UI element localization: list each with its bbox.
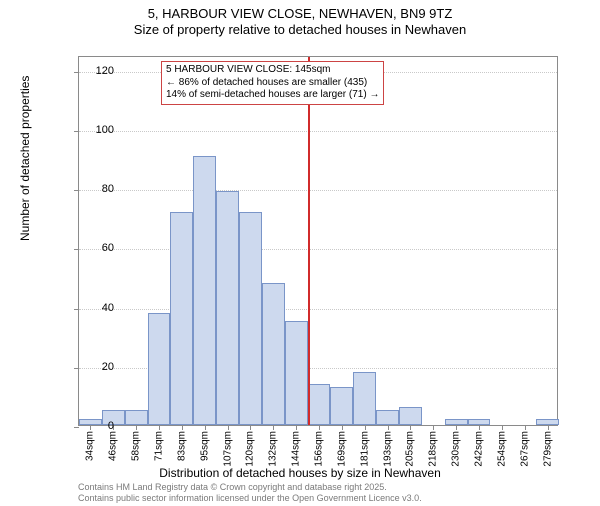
gridline-h <box>79 249 557 250</box>
y-axis-label: Number of detached properties <box>18 76 32 241</box>
xtick-label: 169sqm <box>336 431 347 467</box>
x-axis-label: Distribution of detached houses by size … <box>0 466 600 480</box>
gridline-h <box>79 131 557 132</box>
ytick-label: 40 <box>102 302 114 314</box>
gridline-h <box>79 190 557 191</box>
xtick-mark <box>456 425 457 430</box>
chart-footer: Contains HM Land Registry data © Crown c… <box>78 482 422 504</box>
xtick-label: 132sqm <box>268 431 279 467</box>
xtick-label: 242sqm <box>474 431 485 467</box>
ytick-label: 100 <box>96 124 114 136</box>
xtick-mark <box>342 425 343 430</box>
xtick-label: 230sqm <box>451 431 462 467</box>
annotation-line2: ← 86% of detached houses are smaller (43… <box>166 77 379 90</box>
histogram-bar <box>330 387 353 425</box>
xtick-mark <box>388 425 389 430</box>
xtick-label: 267sqm <box>519 431 530 467</box>
xtick-mark <box>159 425 160 430</box>
histogram-bar <box>399 407 422 425</box>
xtick-mark <box>319 425 320 430</box>
xtick-label: 279sqm <box>542 431 553 467</box>
xtick-mark <box>548 425 549 430</box>
xtick-mark <box>296 425 297 430</box>
histogram-bar <box>353 372 376 425</box>
ytick-label: 60 <box>102 242 114 254</box>
xtick-mark <box>502 425 503 430</box>
xtick-mark <box>525 425 526 430</box>
ytick-label: 0 <box>108 420 114 432</box>
xtick-mark <box>136 425 137 430</box>
ytick-label: 120 <box>96 65 114 77</box>
xtick-label: 107sqm <box>222 431 233 467</box>
chart-title-line2: Size of property relative to detached ho… <box>0 22 600 38</box>
xtick-mark <box>433 425 434 430</box>
ytick-mark <box>74 368 79 369</box>
histogram-bar <box>148 313 171 425</box>
xtick-label: 218sqm <box>428 431 439 467</box>
histogram-bar <box>125 410 148 425</box>
ytick-mark <box>74 72 79 73</box>
ytick-label: 80 <box>102 183 114 195</box>
plot-region: 34sqm46sqm58sqm71sqm83sqm95sqm107sqm120s… <box>78 56 558 426</box>
histogram-bar <box>308 384 331 425</box>
chart-title-block: 5, HARBOUR VIEW CLOSE, NEWHAVEN, BN9 9TZ… <box>0 6 600 39</box>
gridline-h <box>79 309 557 310</box>
xtick-label: 156sqm <box>314 431 325 467</box>
xtick-mark <box>365 425 366 430</box>
xtick-mark <box>90 425 91 430</box>
ytick-mark <box>74 190 79 191</box>
footer-line2: Contains public sector information licen… <box>78 493 422 504</box>
xtick-label: 254sqm <box>496 431 507 467</box>
xtick-label: 83sqm <box>176 431 187 461</box>
histogram-bar <box>262 283 285 425</box>
chart-area: 34sqm46sqm58sqm71sqm83sqm95sqm107sqm120s… <box>78 56 558 426</box>
xtick-label: 34sqm <box>85 431 96 461</box>
xtick-mark <box>250 425 251 430</box>
ytick-mark <box>74 427 79 428</box>
xtick-label: 120sqm <box>245 431 256 467</box>
ytick-label: 20 <box>102 361 114 373</box>
xtick-mark <box>479 425 480 430</box>
annotation-line1: 5 HARBOUR VIEW CLOSE: 145sqm <box>166 64 379 77</box>
xtick-mark <box>410 425 411 430</box>
xtick-label: 71sqm <box>154 431 165 461</box>
ytick-mark <box>74 131 79 132</box>
histogram-bar <box>216 191 239 425</box>
xtick-label: 193sqm <box>382 431 393 467</box>
xtick-mark <box>205 425 206 430</box>
footer-line1: Contains HM Land Registry data © Crown c… <box>78 482 422 493</box>
xtick-label: 144sqm <box>291 431 302 467</box>
histogram-bar <box>285 321 308 425</box>
xtick-mark <box>228 425 229 430</box>
annotation-line3: 14% of semi-detached houses are larger (… <box>166 89 379 102</box>
xtick-mark <box>273 425 274 430</box>
xtick-label: 181sqm <box>359 431 370 467</box>
xtick-label: 58sqm <box>131 431 142 461</box>
histogram-bar <box>193 156 216 425</box>
ytick-mark <box>74 309 79 310</box>
chart-title-line1: 5, HARBOUR VIEW CLOSE, NEWHAVEN, BN9 9TZ <box>0 6 600 22</box>
histogram-bar <box>170 212 193 425</box>
ytick-mark <box>74 249 79 250</box>
annotation-box: 5 HARBOUR VIEW CLOSE: 145sqm← 86% of det… <box>161 61 384 105</box>
xtick-label: 46sqm <box>108 431 119 461</box>
histogram-bar <box>239 212 262 425</box>
histogram-bar <box>376 410 399 425</box>
xtick-label: 95sqm <box>199 431 210 461</box>
reference-line <box>308 57 310 425</box>
xtick-label: 205sqm <box>405 431 416 467</box>
xtick-mark <box>182 425 183 430</box>
